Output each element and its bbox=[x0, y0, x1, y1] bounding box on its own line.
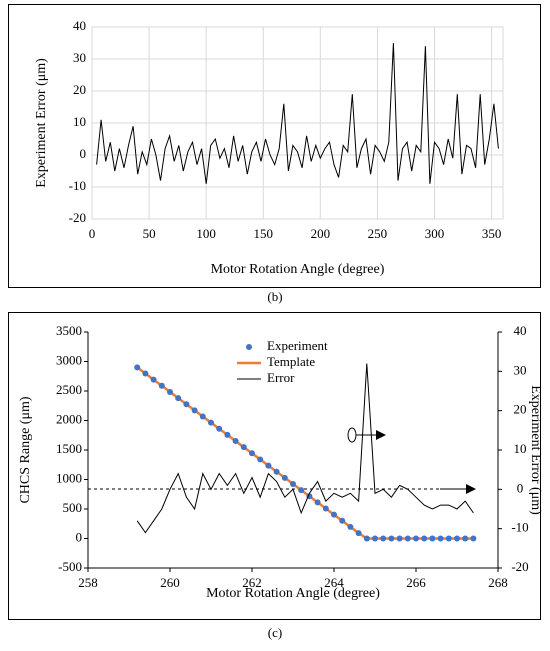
y2-tick-label: 40 bbox=[514, 323, 527, 338]
data-point bbox=[208, 419, 214, 426]
caption: (c) bbox=[268, 625, 282, 640]
x-tick-label: 258 bbox=[78, 575, 98, 590]
legend-label: Experiment bbox=[267, 338, 328, 353]
y2-tick-label: -20 bbox=[511, 559, 528, 574]
legend-label: Error bbox=[267, 370, 295, 385]
data-point bbox=[175, 395, 182, 402]
y-tick-label: 0 bbox=[80, 146, 87, 161]
data-point bbox=[429, 535, 436, 542]
y-axis-title: Experiment Error (μm) bbox=[34, 58, 49, 188]
data-point bbox=[158, 382, 165, 389]
y-tick-label: -10 bbox=[69, 178, 86, 193]
data-point bbox=[240, 444, 247, 451]
x-tick-label: 100 bbox=[196, 226, 216, 241]
x-axis-title: Motor Rotation Angle (degree) bbox=[206, 586, 380, 601]
data-point bbox=[183, 401, 190, 408]
caption: (b) bbox=[267, 289, 282, 304]
legend-label: Template bbox=[267, 354, 315, 369]
data-point bbox=[355, 530, 362, 537]
data-point bbox=[298, 487, 305, 494]
y2-tick-label: 10 bbox=[514, 441, 527, 456]
x-tick-label: 300 bbox=[425, 226, 445, 241]
y2-tick-label: 30 bbox=[514, 362, 527, 377]
data-point bbox=[265, 462, 272, 469]
data-point bbox=[404, 535, 411, 542]
data-point bbox=[396, 535, 403, 542]
data-point bbox=[437, 535, 444, 542]
x-axis-title: Motor Rotation Angle (degree) bbox=[211, 262, 385, 277]
data-point bbox=[347, 523, 354, 530]
data-point bbox=[372, 535, 378, 542]
x-tick-label: 200 bbox=[311, 226, 331, 241]
arrow-head bbox=[466, 484, 476, 494]
y2-axis-title: Experiment Error (μm) bbox=[528, 385, 543, 515]
data-point bbox=[388, 535, 395, 542]
data-point bbox=[322, 505, 329, 512]
data-point bbox=[257, 456, 264, 463]
data-point bbox=[454, 535, 460, 542]
data-point bbox=[224, 431, 231, 438]
data-point bbox=[232, 438, 239, 445]
y-tick-label: 10 bbox=[73, 114, 86, 129]
data-line bbox=[136, 366, 474, 540]
x-tick-label: 0 bbox=[89, 226, 96, 241]
data-line bbox=[96, 42, 499, 184]
y-tick-label: 2500 bbox=[56, 382, 82, 397]
x-tick-label: 260 bbox=[160, 575, 180, 590]
y-axis-title: CHCS Range (μm) bbox=[18, 396, 33, 503]
x-tick-label: 262 bbox=[242, 575, 262, 590]
y-tick-label: 3000 bbox=[56, 352, 82, 367]
data-point bbox=[191, 407, 198, 414]
data-point bbox=[290, 480, 296, 487]
data-point bbox=[150, 376, 157, 383]
y-tick-label: 0 bbox=[76, 529, 83, 544]
data-point bbox=[462, 535, 469, 542]
plot-border bbox=[91, 26, 504, 220]
data-point bbox=[363, 535, 370, 542]
data-point bbox=[413, 535, 419, 542]
y-tick-label: 2000 bbox=[56, 411, 82, 426]
data-point bbox=[167, 388, 173, 395]
data-point bbox=[380, 535, 387, 542]
legend-marker bbox=[246, 344, 252, 350]
y2-tick-label: -10 bbox=[511, 520, 528, 535]
data-point bbox=[273, 468, 280, 475]
y-tick-label: 1500 bbox=[56, 441, 82, 456]
data-point bbox=[142, 370, 149, 377]
y-tick-label: 500 bbox=[63, 500, 83, 515]
panel-frame bbox=[8, 312, 541, 620]
y-tick-label: 20 bbox=[73, 82, 86, 97]
y2-tick-label: 0 bbox=[517, 480, 524, 495]
data-point bbox=[199, 413, 206, 420]
x-tick-label: 50 bbox=[143, 226, 156, 241]
y-tick-label: -500 bbox=[58, 559, 82, 574]
x-tick-label: 150 bbox=[254, 226, 274, 241]
x-tick-label: 266 bbox=[406, 575, 426, 590]
x-tick-label: 268 bbox=[488, 575, 508, 590]
data-point bbox=[249, 450, 255, 457]
panel-frame bbox=[8, 4, 541, 288]
data-point bbox=[339, 517, 346, 524]
data-point bbox=[314, 499, 321, 506]
data-point bbox=[281, 474, 288, 481]
data-point bbox=[445, 535, 452, 542]
data-point bbox=[331, 511, 337, 518]
data-line bbox=[136, 363, 474, 534]
y-tick-label: -20 bbox=[69, 210, 86, 225]
y-tick-label: 40 bbox=[73, 18, 86, 33]
x-tick-label: 250 bbox=[368, 226, 388, 241]
x-tick-label: 264 bbox=[324, 575, 344, 590]
data-point bbox=[216, 425, 223, 432]
y-tick-label: 3500 bbox=[56, 323, 82, 338]
data-point bbox=[134, 364, 141, 371]
annotation-ellipse bbox=[347, 427, 357, 443]
y-tick-label: 1000 bbox=[56, 470, 82, 485]
y-tick-label: 30 bbox=[73, 50, 86, 65]
y2-tick-label: 20 bbox=[514, 402, 527, 417]
data-point bbox=[470, 535, 477, 542]
data-point bbox=[421, 535, 428, 542]
x-tick-label: 350 bbox=[482, 226, 502, 241]
arrow-head bbox=[376, 430, 386, 440]
